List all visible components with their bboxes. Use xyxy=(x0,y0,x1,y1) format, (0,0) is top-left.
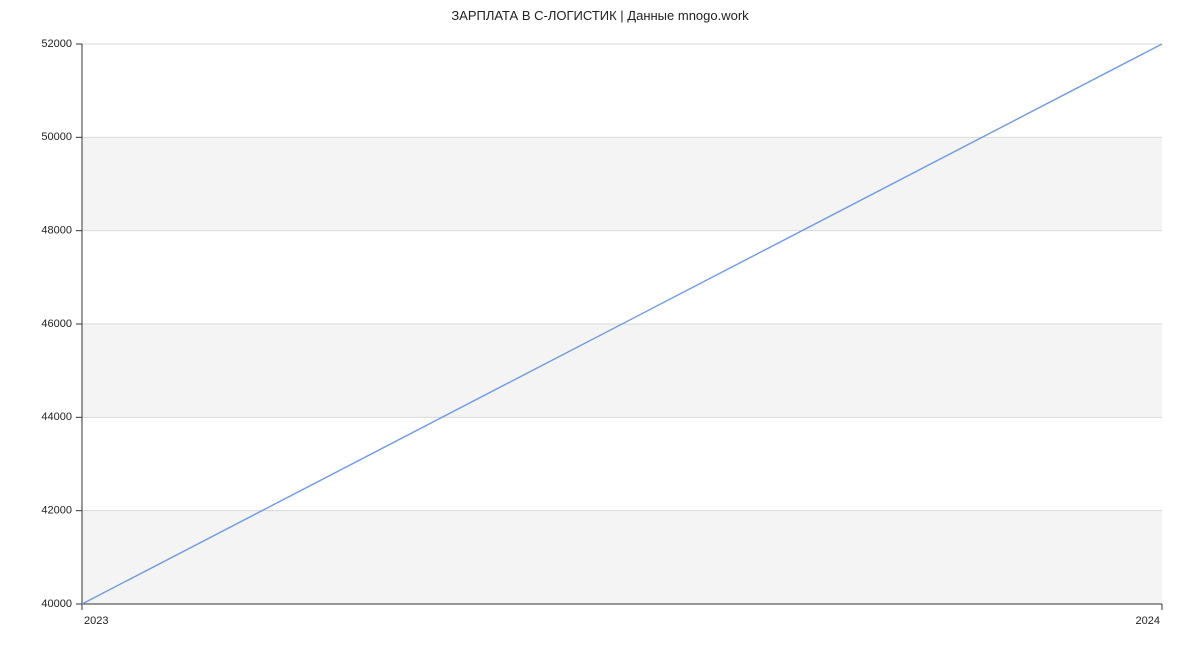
salary-line-chart: 40000 42000 44000 46000 48000 50000 52000 2023 2… xyxy=(0,0,1200,650)
svg-text:2024: 2024 xyxy=(1136,615,1160,627)
svg-text:50000: 50000 xyxy=(41,131,72,143)
svg-text:44000: 44000 xyxy=(41,411,72,423)
svg-text:40000: 40000 xyxy=(41,598,72,610)
svg-text:46000: 46000 xyxy=(41,318,72,330)
svg-text:48000: 48000 xyxy=(41,225,72,237)
svg-text:2023: 2023 xyxy=(84,615,108,627)
svg-text:42000: 42000 xyxy=(41,505,72,517)
svg-text:52000: 52000 xyxy=(41,38,72,50)
